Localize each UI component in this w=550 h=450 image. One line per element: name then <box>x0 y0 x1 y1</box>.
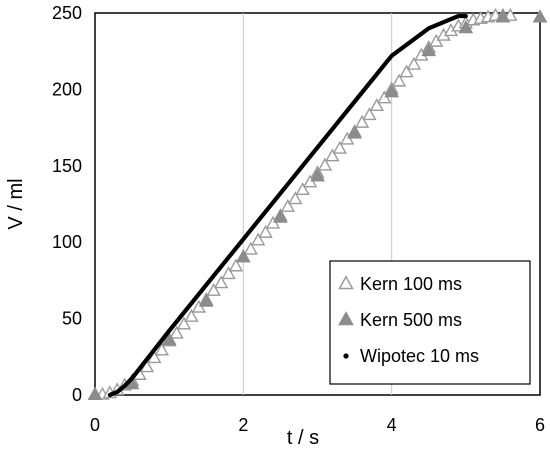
kern-100ms-point <box>147 350 162 364</box>
kern-100ms-point <box>369 98 385 112</box>
kern-500ms-point <box>198 293 214 307</box>
kern-100ms-point <box>332 140 347 154</box>
kern-100ms-point <box>250 232 266 246</box>
x-tick-label-4: 4 <box>387 415 397 435</box>
y-tick-label-200: 200 <box>52 79 82 99</box>
legend-label: Kern 100 ms <box>360 274 462 294</box>
kern-500ms-point <box>273 209 288 223</box>
kern-100ms-point <box>280 198 296 212</box>
legend-label: Wipotec 10 ms <box>360 346 479 366</box>
legend-marker-kern-100ms <box>338 275 354 290</box>
kern-500ms-point <box>532 9 548 23</box>
kern-100ms-point <box>213 275 229 289</box>
kern-100ms-point <box>295 182 310 196</box>
kern-100ms-point <box>354 114 370 128</box>
legend-marker-kern-500ms <box>338 311 354 326</box>
kern-100ms-point <box>221 266 236 280</box>
kern-100ms-point <box>169 325 184 339</box>
kern-100ms-point <box>206 282 221 296</box>
kern-100ms-point <box>406 56 422 70</box>
x-tick-label-6: 6 <box>535 415 545 435</box>
kern-100ms-point <box>288 191 303 205</box>
kern-100ms-point <box>391 73 407 87</box>
kern-100ms-point <box>228 258 244 272</box>
kern-100ms-point <box>154 342 169 356</box>
wipotec-10ms-line <box>107 13 468 398</box>
kern-500ms-point <box>87 386 103 400</box>
kern-100ms-point <box>399 64 414 78</box>
kern-100ms-point <box>184 308 199 322</box>
y-axis-title: V / ml <box>5 178 27 229</box>
kern-500ms-point <box>421 42 437 57</box>
legend-marker-wipotec-10ms <box>343 353 349 359</box>
kern-500ms-point <box>347 125 362 139</box>
y-tick-label-100: 100 <box>52 232 82 252</box>
kern-100ms-point <box>428 33 444 47</box>
kern-100ms-point <box>362 107 377 121</box>
kern-100ms-point <box>258 224 273 238</box>
kern-100ms-point <box>243 241 258 255</box>
kern-100ms-point <box>176 316 192 330</box>
kern-100ms-point <box>317 157 333 171</box>
kern-500ms-point <box>495 9 511 23</box>
data-marks <box>87 7 548 400</box>
x-tick-label-2: 2 <box>238 415 248 435</box>
kern-500ms-point <box>310 168 325 182</box>
kern-500ms-point <box>161 331 177 345</box>
y-tick-label-0: 0 <box>72 385 82 405</box>
y-tick-label-250: 250 <box>52 3 82 23</box>
y-axis-ticks: 0 50 100 150 200 250 <box>52 3 82 405</box>
y-tick-label-50: 50 <box>62 309 82 329</box>
kern-500ms-point <box>235 249 251 263</box>
kern-100ms-point <box>325 148 340 162</box>
kern-500ms-point <box>384 84 400 98</box>
kern-500ms-point <box>458 19 474 34</box>
y-tick-label-150: 150 <box>52 156 82 176</box>
x-axis-ticks: 0 2 4 6 <box>90 415 545 435</box>
legend: Kern 100 ms Kern 500 ms Wipotec 10 ms <box>329 260 531 385</box>
x-tick-label-0: 0 <box>90 415 100 435</box>
series-wipotec-10ms <box>107 13 468 398</box>
legend-label: Kern 500 ms <box>360 310 462 330</box>
x-axis-title: t / s <box>287 427 319 449</box>
legend-frame <box>329 260 531 385</box>
plot-area-frame <box>94 12 541 396</box>
series-kern-500ms <box>87 9 548 400</box>
